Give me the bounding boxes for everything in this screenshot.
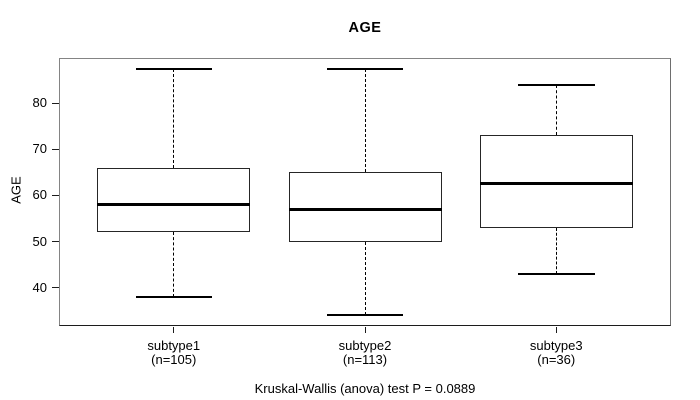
box-iqr-subtype2 xyxy=(288,172,442,242)
stat-test-footnote: Kruskal-Wallis (anova) test P = 0.0889 xyxy=(254,381,476,396)
whisker-cap-upper-subtype3 xyxy=(518,83,595,86)
x-category-label-subtype1: subtype1 (n=105) xyxy=(104,339,244,366)
whisker-cap-lower-subtype1 xyxy=(135,295,212,298)
median-line-subtype2 xyxy=(288,207,442,211)
median-line-subtype3 xyxy=(479,182,633,186)
x-category-count: (n=36) xyxy=(537,351,576,367)
box-iqr-subtype3 xyxy=(479,135,633,228)
y-tick-label: 80 xyxy=(32,95,47,111)
whisker-lower-subtype1 xyxy=(173,232,175,297)
y-tick-label: 50 xyxy=(32,233,47,249)
x-category-name: subtype1 xyxy=(147,338,201,353)
median-line-subtype1 xyxy=(97,203,251,207)
x-category-count: (n=105) xyxy=(151,351,197,367)
whisker-upper-subtype3 xyxy=(555,84,557,136)
y-tick-label: 60 xyxy=(32,187,47,203)
whisker-cap-upper-subtype2 xyxy=(326,67,404,70)
x-category-name: subtype3 xyxy=(529,338,583,353)
y-tick-mark xyxy=(52,148,59,150)
whisker-lower-subtype3 xyxy=(555,227,557,274)
x-tick-mark xyxy=(364,327,366,333)
y-tick-mark xyxy=(52,241,59,243)
x-category-count: (n=113) xyxy=(342,351,388,367)
x-tick-mark xyxy=(555,327,557,333)
box-iqr-subtype1 xyxy=(97,167,251,233)
y-tick-label: 40 xyxy=(32,279,47,295)
whisker-cap-upper-subtype1 xyxy=(135,67,212,70)
y-tick-mark xyxy=(52,194,59,196)
y-tick-mark xyxy=(52,287,59,289)
whisker-cap-lower-subtype2 xyxy=(326,314,404,317)
x-category-label-subtype3: subtype3 (n=36) xyxy=(486,339,626,366)
chart-title: AGE xyxy=(348,20,382,36)
y-tick-mark xyxy=(52,102,59,104)
whisker-upper-subtype1 xyxy=(173,68,175,168)
x-category-label-subtype2: subtype2 (n=113) xyxy=(295,339,435,366)
whisker-upper-subtype2 xyxy=(364,68,366,173)
whisker-cap-lower-subtype3 xyxy=(518,272,595,275)
y-tick-label: 70 xyxy=(32,141,47,157)
whisker-lower-subtype2 xyxy=(364,241,366,316)
x-category-name: subtype2 xyxy=(338,338,392,353)
x-tick-mark xyxy=(173,327,175,333)
